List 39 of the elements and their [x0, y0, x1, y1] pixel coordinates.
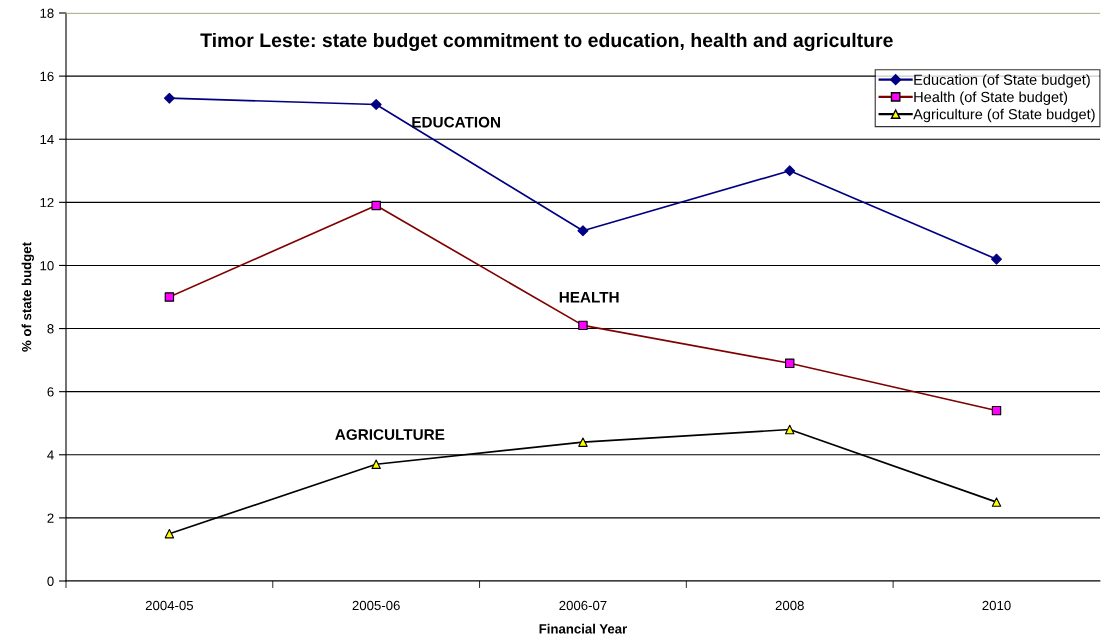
y-tick-label: 6 — [47, 387, 54, 397]
point — [164, 292, 175, 302]
annotation: EDUCATION — [412, 116, 500, 128]
point — [784, 165, 796, 177]
point — [991, 253, 1002, 265]
point — [371, 200, 381, 211]
y-tick-label: 16 — [40, 71, 54, 82]
y-tick-label: 8 — [47, 324, 54, 334]
x-tick-label: 2005-06 — [352, 600, 400, 611]
annotation: AGRICULTURE — [335, 429, 445, 440]
legend-label: Agriculture (of State budget) — [913, 108, 1095, 123]
x-tick-label: 2004-05 — [145, 600, 194, 611]
y-tick-label: 2 — [47, 513, 54, 523]
annotation: HEALTH — [559, 292, 619, 303]
y-tick-label: 18 — [40, 8, 54, 18]
x-axis-title: Financial Year — [539, 623, 628, 634]
point — [578, 320, 588, 331]
x-tick-label: 2008 — [775, 600, 804, 611]
legend-label: Education (of State budget) — [914, 74, 1090, 88]
point — [370, 99, 382, 110]
point — [578, 437, 588, 447]
y-tick-label: 12 — [40, 197, 54, 208]
x-tick-label: 2006-07 — [559, 600, 607, 611]
point — [371, 459, 381, 469]
y-axis-title: % of state budget — [21, 242, 34, 352]
point — [991, 405, 1002, 416]
point — [991, 497, 1002, 507]
point — [164, 528, 175, 539]
y-tick-label: 0 — [47, 576, 54, 586]
point — [577, 225, 589, 237]
y-tick-label: 10 — [40, 261, 54, 271]
y-tick-label: 4 — [47, 450, 54, 460]
point — [785, 358, 795, 368]
y-tick-label: 14 — [40, 134, 54, 144]
point — [163, 92, 175, 104]
text: Timor Leste: state budget commitment to education, health and agriculture — [200, 32, 893, 52]
legend-label: Health (of State budget) — [914, 91, 1068, 106]
point — [785, 424, 795, 435]
x-tick-label: 2010 — [982, 600, 1011, 611]
